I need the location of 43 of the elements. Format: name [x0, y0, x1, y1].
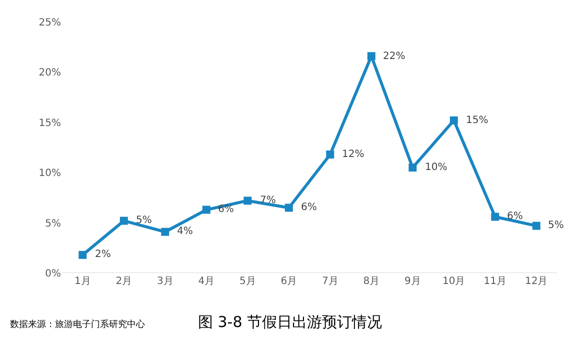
data-label: 15% — [466, 115, 488, 126]
data-label: 6% — [507, 211, 523, 222]
x-tick-label: 10月 — [442, 276, 466, 287]
y-tick-label: 5% — [45, 218, 61, 230]
data-label: 22% — [383, 51, 406, 62]
x-tick-label: 12月 — [525, 276, 548, 287]
point — [450, 116, 458, 124]
x-tick-label: 5月 — [239, 276, 256, 287]
point — [284, 204, 293, 212]
x-tick-label: 2月 — [116, 276, 132, 287]
x-tick-label: 3月 — [156, 276, 174, 287]
x-tick-label: 9月 — [404, 276, 421, 287]
point — [120, 216, 128, 225]
y-tick-label: 10% — [38, 168, 61, 180]
data-label: 10% — [425, 162, 448, 173]
point — [367, 52, 376, 60]
data-label: 2% — [95, 249, 111, 260]
point — [491, 212, 500, 221]
x-tick-label: 4月 — [198, 276, 215, 287]
x-tick-label: 6月 — [280, 276, 298, 287]
point — [326, 150, 334, 159]
point — [408, 164, 417, 172]
x-tick-label: 8月 — [363, 276, 380, 287]
y-tick-label: 20% — [38, 68, 61, 79]
data-label: 6% — [218, 204, 234, 215]
point — [202, 206, 210, 214]
point — [532, 222, 540, 230]
point — [78, 250, 87, 259]
source-note: 数据来源：旅游电子门系研究中心 — [10, 319, 145, 330]
point — [244, 196, 252, 205]
x-tick-label: 7月 — [322, 276, 338, 287]
x-tick-label: 11月 — [484, 276, 506, 287]
y-tick-label: 15% — [38, 118, 61, 129]
point — [161, 228, 170, 236]
text: 图 3-8 节假日出游预订情况 — [198, 313, 382, 331]
data-label: 6% — [301, 202, 317, 213]
data-label: 5% — [136, 215, 152, 226]
x-tick-label: 1月 — [74, 276, 91, 287]
y-tick-label: 0% — [45, 268, 61, 280]
data-label: 4% — [177, 226, 193, 237]
data-label: 5% — [548, 220, 564, 231]
y-tick-label: 25% — [38, 18, 61, 28]
data-label: 12% — [342, 149, 364, 160]
